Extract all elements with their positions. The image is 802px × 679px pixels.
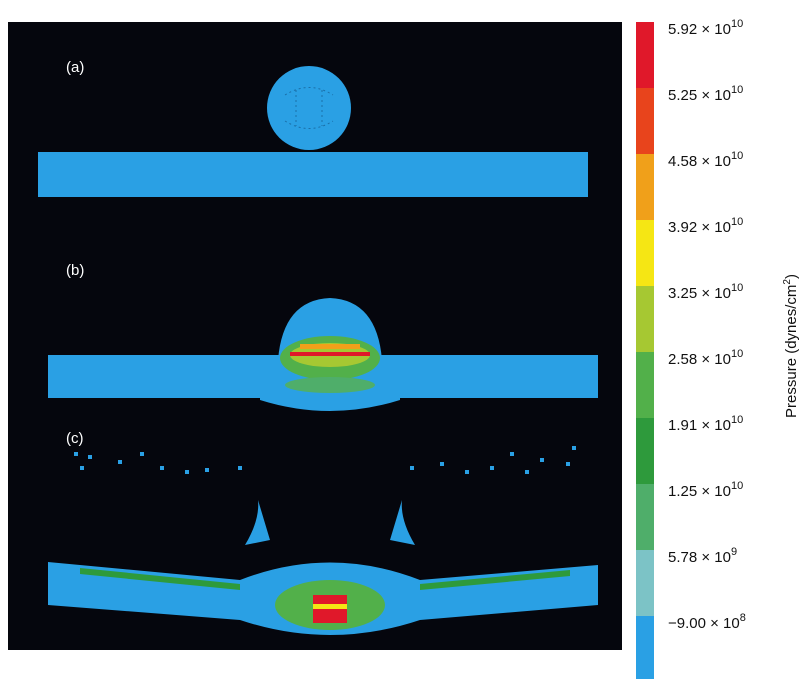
label-base: 4.58 × 10	[668, 153, 731, 170]
plate-bulge	[260, 398, 400, 411]
pressure-zone	[80, 568, 570, 590]
label-exponent: 10	[731, 414, 743, 426]
colorbar-label: 1.91 × 1010	[668, 414, 743, 434]
label-base: 2.58 × 10	[668, 351, 731, 368]
label-base: 1.25 × 10	[668, 483, 731, 500]
title-text: Pressure (dynes/cm	[783, 285, 800, 418]
label-base: 5.25 × 10	[668, 87, 731, 104]
label-base: 5.78 × 10	[668, 549, 731, 566]
colorbar-label: −9.00 × 108	[668, 612, 746, 632]
colorbar-segment	[636, 22, 654, 89]
colorbar-label: 4.58 × 1010	[668, 150, 743, 170]
panel-label: (c)	[66, 430, 84, 447]
pressure-zone	[300, 344, 360, 349]
colorbar-segment	[636, 286, 654, 353]
panel-label: (a)	[66, 59, 84, 76]
label-base: 5.92 × 10	[668, 21, 731, 38]
label-exponent: 9	[731, 546, 737, 558]
colorbar-segment	[636, 154, 654, 221]
label-exponent: 10	[731, 84, 743, 96]
colorbar-segment	[636, 550, 654, 617]
colorbar-label: 3.25 × 1010	[668, 282, 743, 302]
projectile	[267, 66, 351, 150]
label-exponent: 8	[740, 612, 746, 624]
label-exponent: 10	[731, 150, 743, 162]
label-exponent: 10	[731, 480, 743, 492]
pressure-zone	[313, 604, 347, 609]
label-base: −9.00 × 10	[668, 615, 740, 632]
colorbar-segment	[636, 88, 654, 155]
colorbar-label: 5.78 × 109	[668, 546, 737, 566]
colorbar-segment	[636, 616, 654, 679]
label-exponent: 10	[731, 282, 743, 294]
colorbar-segment	[636, 352, 654, 419]
colorbar-segment	[636, 484, 654, 551]
colorbar-segment	[636, 220, 654, 287]
pressure-zone	[290, 352, 370, 356]
title-suffix: )	[783, 274, 800, 279]
colorbar-label: 1.25 × 1010	[668, 480, 743, 500]
colorbar-label: 5.25 × 1010	[668, 84, 743, 104]
label-base: 3.25 × 10	[668, 285, 731, 302]
label-exponent: 10	[731, 216, 743, 228]
label-exponent: 10	[731, 18, 743, 30]
colorbar-title: Pressure (dynes/cm2)	[782, 274, 800, 418]
colorbar-label: 5.92 × 1010	[668, 18, 743, 38]
colorbar-label: 2.58 × 1010	[668, 348, 743, 368]
colorbar-segment	[636, 418, 654, 485]
target-plate	[38, 152, 588, 197]
projectile-grid	[284, 87, 334, 129]
title-superscript: 2	[782, 279, 793, 285]
colorbar-title-group: Pressure (dynes/cm2)	[782, 274, 800, 418]
panel-label: (b)	[66, 262, 84, 279]
colorbar-label: 3.92 × 1010	[668, 216, 743, 236]
label-base: 1.91 × 10	[668, 417, 731, 434]
label-exponent: 10	[731, 348, 743, 360]
pressure-zone	[285, 377, 375, 393]
ejecta	[245, 500, 415, 545]
label-base: 3.92 × 10	[668, 219, 731, 236]
debris	[74, 446, 576, 474]
